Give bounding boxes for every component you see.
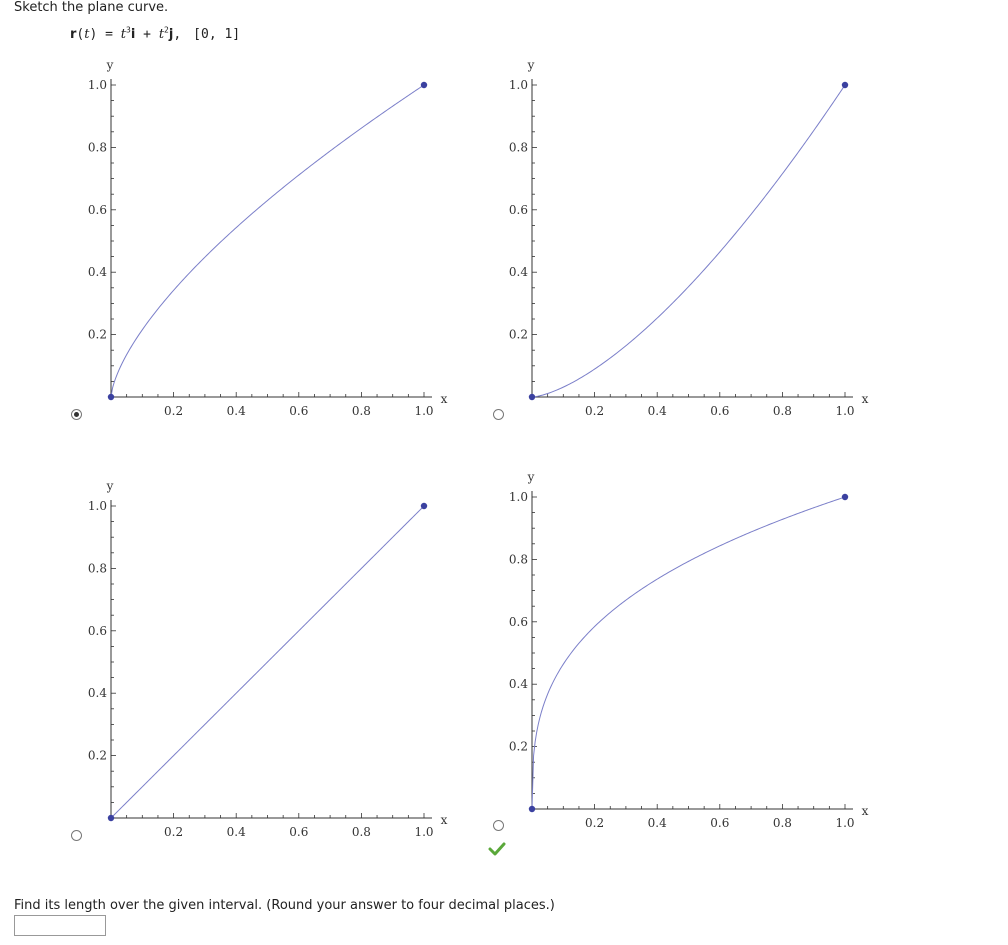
y-tick-label: 1.0	[88, 78, 107, 92]
y-axis-label: y	[527, 470, 535, 484]
y-tick-label: 0.4	[509, 677, 528, 691]
x-tick-label: 0.4	[648, 816, 667, 830]
formula-term1-unit: i	[130, 27, 136, 42]
y-axis-label: y	[106, 479, 114, 493]
endpoint-marker	[841, 81, 849, 89]
y-axis-label: y	[527, 58, 535, 72]
formula-term2-exp: 2	[164, 25, 169, 35]
y-tick-label: 0.4	[509, 265, 528, 279]
formula-term1-var: t	[120, 27, 127, 42]
x-tick-label: 0.8	[773, 816, 792, 830]
curve-line	[531, 84, 846, 398]
endpoint-marker	[107, 393, 115, 401]
curve-formula: r(t) = t3i + t2j, [0, 1]	[70, 25, 241, 42]
x-tick-label: 0.4	[227, 404, 246, 418]
question-prompt: Sketch the plane curve.	[14, 0, 169, 15]
y-tick-label: 0.6	[88, 624, 107, 638]
formula-interval: [0, 1]	[193, 27, 241, 42]
x-axis-label: x	[441, 392, 448, 406]
x-axis-label: x	[862, 392, 869, 406]
formula-var: t	[84, 27, 90, 42]
choice-radio-b[interactable]	[493, 409, 504, 420]
y-tick-label: 0.8	[509, 552, 528, 566]
x-tick-label: 0.2	[164, 825, 183, 839]
choice-radio-a[interactable]	[71, 409, 82, 420]
y-tick-label: 0.2	[509, 740, 528, 754]
length-prompt: Find its length over the given interval.…	[14, 898, 555, 913]
x-tick-label: 1.0	[835, 404, 854, 418]
y-tick-label: 1.0	[509, 490, 528, 504]
y-tick-label: 0.2	[88, 749, 107, 763]
y-tick-label: 0.6	[88, 203, 107, 217]
x-tick-label: 1.0	[414, 825, 433, 839]
x-tick-label: 0.6	[710, 816, 729, 830]
x-tick-label: 0.6	[289, 404, 308, 418]
y-tick-label: 0.6	[509, 203, 528, 217]
y-tick-label: 0.2	[88, 328, 107, 342]
plot-b: 0.2 0.4 0.6 0.8 1.0 0.2 0.4 0.6 0.8 1.0 x y	[509, 58, 869, 418]
x-tick-label: 0.6	[710, 404, 729, 418]
x-axis-label: x	[441, 813, 448, 827]
x-tick-label: 0.2	[164, 404, 183, 418]
x-tick-label: 0.8	[352, 404, 371, 418]
x-tick-label: 0.2	[585, 404, 604, 418]
y-tick-label: 1.0	[88, 499, 107, 513]
curve-line	[110, 505, 425, 819]
y-axis-label: y	[106, 58, 114, 72]
check-icon	[488, 842, 506, 856]
endpoint-marker	[528, 393, 536, 401]
x-tick-label: 0.8	[773, 404, 792, 418]
curve-line	[531, 496, 846, 810]
x-tick-label: 0.2	[585, 816, 604, 830]
y-tick-label: 0.4	[88, 265, 107, 279]
y-tick-label: 0.8	[88, 561, 107, 575]
y-tick-label: 1.0	[509, 78, 528, 92]
x-tick-label: 0.4	[648, 404, 667, 418]
y-tick-label: 0.8	[88, 140, 107, 154]
answer-input[interactable]	[14, 915, 106, 936]
y-tick-label: 0.4	[88, 686, 107, 700]
choice-radio-d[interactable]	[493, 820, 504, 831]
plot-c: 0.2 0.4 0.6 0.8 1.0 0.2 0.4 0.6 0.8 1.0 x y	[88, 479, 448, 839]
x-tick-label: 0.6	[289, 825, 308, 839]
y-tick-label: 0.6	[509, 615, 528, 629]
formula-term1-exp: 3	[126, 25, 131, 35]
x-tick-label: 0.8	[352, 825, 371, 839]
curve-line	[110, 84, 425, 398]
formula-term2-var: t	[158, 27, 165, 42]
y-tick-label: 0.8	[509, 140, 528, 154]
endpoint-marker	[841, 493, 849, 501]
endpoint-marker	[420, 81, 428, 89]
choice-radio-c[interactable]	[71, 830, 82, 841]
formula-func: r	[70, 27, 77, 42]
x-axis-label: x	[862, 804, 869, 818]
formula-plus: +	[135, 27, 159, 42]
x-tick-label: 1.0	[414, 404, 433, 418]
formula-term2-unit: j	[168, 27, 174, 42]
formula-comma: ,	[173, 27, 182, 42]
plot-a: 0.2 0.4 0.6 0.8 1.0 0.2 0.4 0.6 0.8 1.0 x y	[88, 58, 448, 418]
plot-d: 0.2 0.4 0.6 0.8 1.0 0.2 0.4 0.6 0.8 1.0 x y	[509, 470, 869, 830]
endpoint-marker	[107, 814, 115, 822]
endpoint-marker	[528, 805, 536, 813]
endpoint-marker	[420, 502, 428, 510]
x-tick-label: 0.4	[227, 825, 246, 839]
y-tick-label: 0.2	[509, 328, 528, 342]
x-tick-label: 1.0	[835, 816, 854, 830]
formula-equals: =	[97, 27, 121, 42]
